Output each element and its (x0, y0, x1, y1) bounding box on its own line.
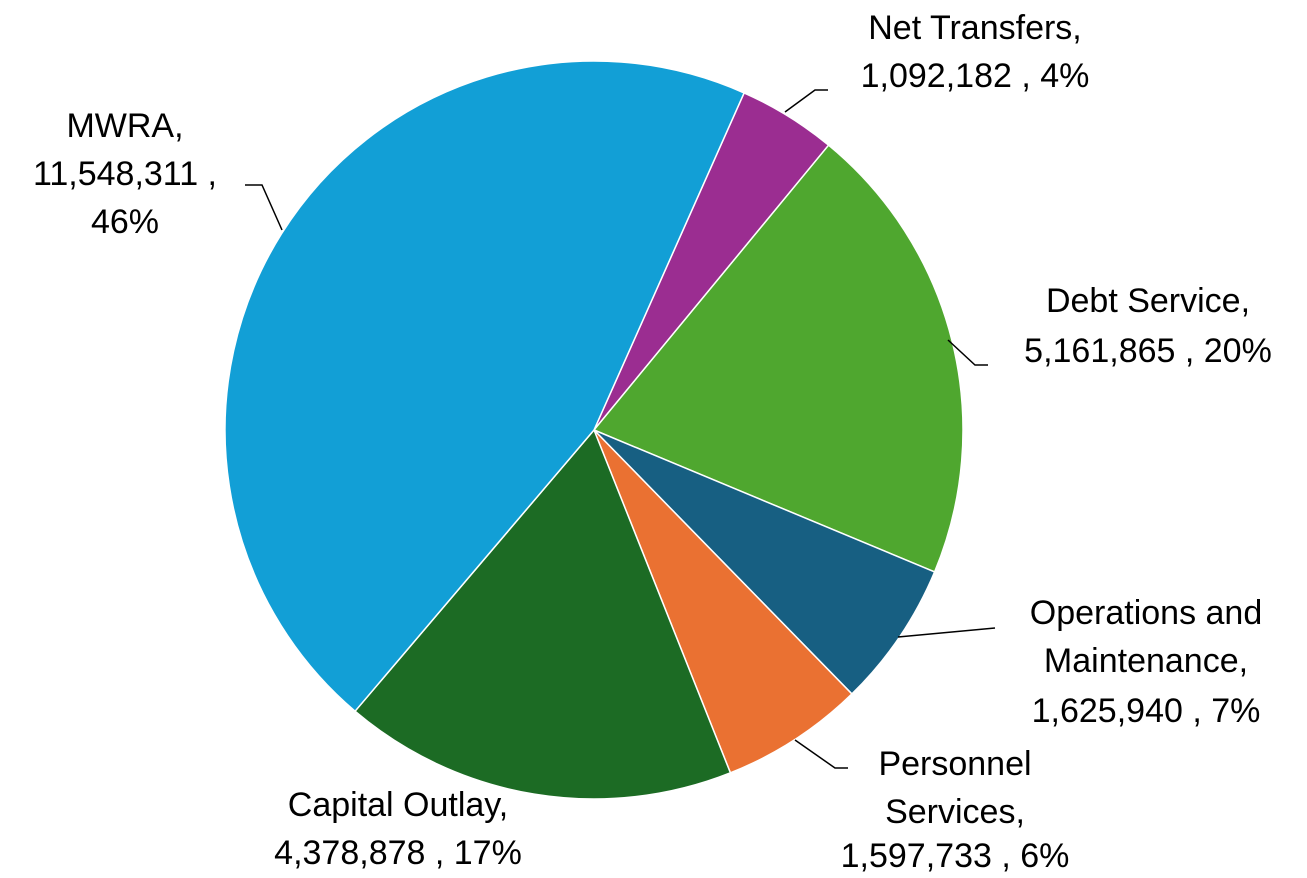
leader-line (947, 339, 988, 366)
pie-slice (593, 429, 853, 774)
data-label: Personnel (878, 745, 1031, 783)
data-label: 1,625,940 , 7% (1032, 692, 1261, 730)
data-label: Maintenance, (1044, 642, 1248, 680)
leader-line (245, 184, 283, 231)
pie-slice (224, 60, 746, 713)
pie-slice (592, 144, 964, 573)
data-label: 46% (91, 203, 159, 241)
leader-line (794, 739, 848, 769)
data-label: Capital Outlay, (288, 786, 508, 824)
data-label: Services, (885, 793, 1025, 831)
data-label: 4,378,878 , 17% (274, 834, 522, 872)
data-label: Operations and (1030, 594, 1263, 632)
data-label: 1,092,182 , 4% (861, 57, 1090, 95)
data-label: Net Transfers, (868, 9, 1082, 47)
data-label: 1,597,733 , 6% (841, 837, 1070, 875)
data-label: 11,548,311 , (33, 155, 217, 193)
pie-slice (354, 428, 732, 800)
data-label: MWRA, (66, 107, 183, 145)
data-label: Debt Service, (1046, 282, 1250, 320)
leader-line (897, 627, 996, 638)
leader-line (784, 89, 828, 113)
data-label: 5,161,865 , 20% (1024, 332, 1272, 370)
